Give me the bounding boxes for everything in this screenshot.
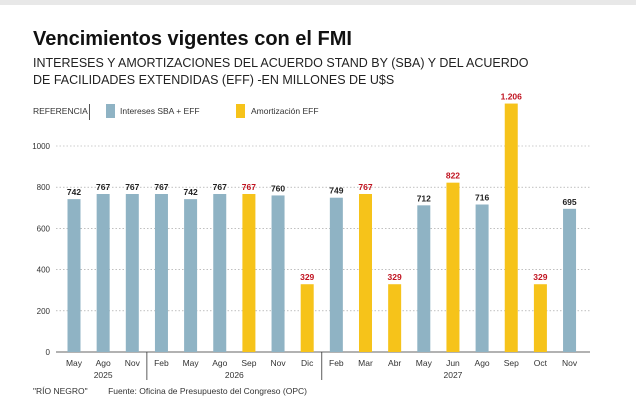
bar-value-label: 716: [475, 193, 489, 203]
bar-value-label: 749: [329, 186, 343, 196]
x-tick-label: May: [183, 358, 200, 368]
y-tick-label: 400: [37, 266, 51, 275]
bar: [504, 103, 518, 353]
bar-value-label: 1.206: [501, 92, 523, 102]
year-label: 2027: [443, 370, 462, 380]
chart-subtitle: INTERESES Y AMORTIZACIONES DEL ACUERDO S…: [33, 55, 529, 89]
bar: [213, 193, 227, 352]
subtitle-line-1: INTERESES Y AMORTIZACIONES DEL ACUERDO S…: [33, 56, 529, 70]
bar-value-label: 767: [358, 182, 372, 192]
legend-label: REFERENCIA: [33, 106, 88, 116]
legend-entry-interest: Intereses SBA + EFF: [120, 106, 200, 116]
bar: [242, 193, 256, 352]
x-tick-label: Ago: [475, 358, 490, 368]
x-tick-label: Ago: [96, 358, 111, 368]
bar: [67, 199, 81, 352]
bar-value-label: 742: [67, 187, 81, 197]
bar-value-label: 767: [154, 182, 168, 192]
legend-swatch-interest: [106, 104, 115, 118]
bar-value-label: 822: [446, 171, 460, 181]
bar-value-label: 712: [417, 193, 431, 203]
x-tick-label: Nov: [562, 358, 578, 368]
x-tick-label: Sep: [504, 358, 519, 368]
bar: [184, 199, 198, 352]
bar: [329, 197, 343, 352]
chart-title: Vencimientos vigentes con el FMI: [33, 28, 352, 50]
bar: [563, 208, 577, 352]
bar-value-label: 329: [388, 272, 402, 282]
bar: [125, 193, 139, 352]
year-label: 2025: [94, 370, 113, 380]
bar-value-label: 742: [184, 187, 198, 197]
bar-value-label: 329: [533, 272, 547, 282]
bar-value-label: 329: [300, 272, 314, 282]
y-tick-label: 200: [37, 307, 51, 316]
x-tick-label: May: [66, 358, 83, 368]
x-tick-label: Jun: [446, 358, 460, 368]
bar-value-label: 767: [242, 182, 256, 192]
bar-value-label: 767: [96, 182, 110, 192]
footer-source: Fuente: Oficina de Presupuesto del Congr…: [108, 386, 307, 396]
y-tick-label: 0: [46, 348, 51, 357]
top-rule: [0, 0, 636, 5]
y-tick-label: 600: [37, 224, 51, 233]
x-tick-label: Nov: [125, 358, 141, 368]
bar: [96, 193, 110, 352]
legend-entry-amort: Amortización EFF: [251, 106, 319, 116]
bar-value-label: 695: [562, 197, 576, 207]
bar-value-label: 767: [213, 182, 227, 192]
bar: [359, 193, 372, 352]
y-tick-label: 1000: [32, 142, 50, 151]
x-tick-label: Mar: [358, 358, 373, 368]
x-tick-label: Abr: [388, 358, 401, 368]
x-tick-label: Feb: [329, 358, 344, 368]
legend-swatch-amort: [236, 104, 245, 118]
bar: [271, 195, 285, 352]
x-tick-label: Ago: [212, 358, 227, 368]
bar: [533, 284, 547, 352]
bar: [446, 182, 460, 352]
x-tick-label: Oct: [534, 358, 548, 368]
x-tick-label: Nov: [270, 358, 286, 368]
bar: [475, 204, 489, 352]
year-label: 2026: [225, 370, 244, 380]
x-tick-label: Sep: [241, 358, 256, 368]
x-tick-label: Dic: [301, 358, 314, 368]
bar: [417, 205, 431, 352]
bar-value-label: 760: [271, 183, 285, 193]
subtitle-line-2: DE FACILIDADES EXTENDIDAS (EFF) -EN MILL…: [33, 73, 395, 87]
footer-credit: "RÍO NEGRO": [33, 386, 88, 396]
bar-value-label: 767: [125, 182, 139, 192]
y-tick-label: 800: [37, 183, 51, 192]
x-tick-label: May: [416, 358, 433, 368]
footer: "RÍO NEGRO" Fuente: Oficina de Presupues…: [33, 386, 325, 396]
legend-divider: [89, 104, 90, 120]
bar: [388, 284, 402, 352]
bar: [300, 284, 314, 352]
bar: [154, 193, 168, 352]
x-tick-label: Feb: [154, 358, 169, 368]
